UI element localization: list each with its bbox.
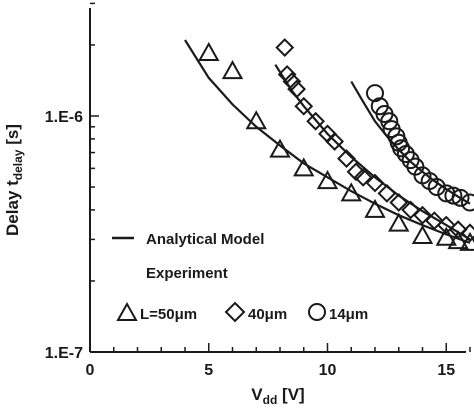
x-tick-label: 5 xyxy=(204,362,213,379)
triangle-point xyxy=(293,157,315,177)
y-tick-label: 1.E-7 xyxy=(45,345,83,362)
diamond-point xyxy=(282,72,302,91)
y-axis-title: Delay tdelay [s] xyxy=(3,124,25,236)
triangle-point xyxy=(269,138,291,158)
diamond-point xyxy=(294,96,314,116)
diamond-point xyxy=(448,220,468,240)
diamond-point xyxy=(460,223,474,243)
diamond-point xyxy=(424,211,444,231)
diamond-point xyxy=(346,162,366,182)
legend-diamond-marker xyxy=(224,301,246,323)
diamond-point xyxy=(413,205,432,225)
diamond-point xyxy=(337,149,356,169)
triangle-point xyxy=(245,110,267,130)
diamond-point xyxy=(325,132,345,151)
triangle-point xyxy=(340,182,362,202)
triangle-point xyxy=(364,198,386,218)
legend-experiment-label: Experiment xyxy=(146,265,228,282)
triangle-point xyxy=(198,41,220,61)
diamond-point xyxy=(287,79,307,99)
diamond-point xyxy=(401,200,421,220)
circle-point xyxy=(380,112,399,131)
diamond-point xyxy=(389,193,409,212)
circle-point xyxy=(392,139,411,158)
model-curve xyxy=(350,80,471,205)
diamond-point xyxy=(365,173,385,193)
x-ticks: 0 5 10 15 xyxy=(86,343,471,379)
legend-label-50um: L=50μm xyxy=(140,306,197,323)
legend-label-14um: 14μm xyxy=(329,306,368,323)
legend-label-40um: 40μm xyxy=(248,306,287,323)
triangle-point xyxy=(388,212,410,232)
diamond-point xyxy=(377,183,397,203)
x-tick-label: 10 xyxy=(319,362,337,379)
diamond-point xyxy=(275,38,295,57)
circle-point xyxy=(444,186,463,205)
triangle-point xyxy=(316,170,339,190)
legend: Analytical Model Experiment L=50μm 40μm … xyxy=(112,231,368,323)
circle-point xyxy=(396,145,415,164)
y-tick-label: 1.E-6 xyxy=(45,109,83,126)
circle-point xyxy=(461,193,474,212)
circle-point xyxy=(366,84,384,103)
triangle-point xyxy=(411,224,434,245)
triangle-point xyxy=(221,60,244,80)
legend-line-label: Analytical Model xyxy=(146,231,264,248)
x-tick-label: 0 xyxy=(86,362,95,379)
legend-circle-marker xyxy=(308,303,326,321)
data-markers xyxy=(198,38,474,251)
legend-triangle-marker xyxy=(116,301,138,321)
diamond-point xyxy=(277,65,297,84)
circle-point xyxy=(451,188,470,207)
triangle-point xyxy=(459,231,474,251)
triangle-point xyxy=(447,230,469,250)
diamond-point xyxy=(436,215,456,235)
diamond-point xyxy=(306,111,326,131)
diamond-point xyxy=(353,167,373,187)
circle-point xyxy=(427,178,446,197)
x-axis-title: Vdd [V] xyxy=(251,385,304,407)
y-ticks: 1.E-7 1.E-6 xyxy=(45,2,99,362)
x-tick-label: 15 xyxy=(437,362,455,379)
triangle-point xyxy=(435,226,457,246)
plot-area: 0 5 10 15 1.E-7 1.E-6 xyxy=(45,2,474,379)
model-curve xyxy=(274,64,471,241)
